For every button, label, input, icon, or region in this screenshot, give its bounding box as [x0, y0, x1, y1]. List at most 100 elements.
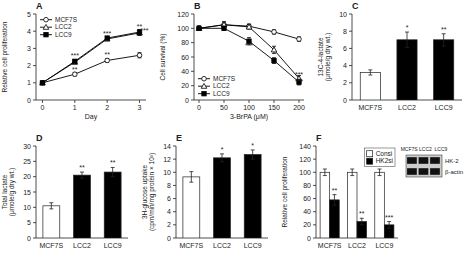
- x-tick: [249, 100, 250, 103]
- y-tick-label: 120: [177, 11, 189, 18]
- plot-area: [196, 22, 302, 85]
- bar: [360, 72, 380, 100]
- bar: [43, 206, 60, 238]
- y-axis-label: Relative cell proliferation: [1, 21, 9, 92]
- x-tick-label: 0: [41, 104, 45, 111]
- legend-marker: [202, 92, 206, 96]
- panel: BCell survival (%)0204060801001200501001…: [159, 1, 305, 121]
- data-point: [247, 24, 252, 29]
- data-line: [199, 25, 299, 79]
- y-tick-label: 2: [343, 79, 347, 86]
- y-tick: [33, 238, 36, 239]
- panel: DTotal lactate(μmole/g dry wt.)051015202…: [1, 133, 128, 249]
- y-axis-label-line: (μmole/g dry wt.): [8, 168, 16, 217]
- y-tick-label: 100: [299, 169, 311, 176]
- x-tick-label: 1: [73, 104, 77, 111]
- x-tick: [107, 100, 108, 103]
- annotation: *: [406, 24, 409, 31]
- blot-band: [430, 157, 440, 164]
- panel: FRelative cell proliferation020406080100…: [281, 133, 463, 249]
- error-bar: [442, 34, 446, 46]
- error-bar: [247, 24, 251, 28]
- y-tick-label: 3: [27, 45, 31, 52]
- blot-band: [407, 168, 417, 175]
- bar: [320, 172, 330, 238]
- error-bar: [251, 150, 255, 159]
- inset-row-label: HK-2: [445, 158, 459, 164]
- data-point: [272, 30, 277, 35]
- x-tick-label: LCC9: [375, 242, 393, 249]
- annotation: **: [72, 66, 78, 73]
- x-tick: [299, 100, 300, 103]
- inset-row-label: β-actin: [445, 169, 463, 175]
- x-axis-label: Day: [85, 113, 98, 121]
- y-tick: [313, 238, 316, 239]
- y-tick-label: 120: [299, 156, 311, 163]
- error-bar: [220, 154, 224, 162]
- data-point: [222, 26, 226, 30]
- x-tick-label: 150: [268, 104, 280, 111]
- y-tick: [33, 82, 36, 83]
- y-tick: [173, 238, 176, 239]
- y-tick: [33, 48, 36, 49]
- plot-area: [183, 150, 261, 238]
- y-tick-label: 6: [167, 195, 171, 202]
- y-axis-line: [176, 146, 177, 238]
- x-tick-label: LCC9: [244, 242, 262, 249]
- y-tick: [191, 14, 194, 15]
- y-tick-label: 5: [27, 219, 31, 226]
- y-tick-label: 5: [27, 11, 31, 18]
- y-tick-label: 4: [27, 28, 31, 35]
- y-tick-label: 100: [177, 25, 189, 32]
- y-axis-label: Cell survival (%): [159, 34, 167, 81]
- annotation: ***: [295, 71, 303, 78]
- legend-marker: [44, 17, 49, 22]
- y-tick: [33, 176, 36, 177]
- y-tick-label: 0: [27, 97, 31, 104]
- y-tick-label: 10: [23, 204, 31, 211]
- data-point: [197, 26, 202, 31]
- legend-label: LCC2: [213, 83, 230, 90]
- error-bar: [323, 169, 327, 176]
- annotation: **: [79, 164, 85, 171]
- x-tick-label: MCF7S: [358, 104, 382, 111]
- y-axis-line: [36, 14, 37, 100]
- y-tick-label: 140: [299, 143, 311, 150]
- annotation: *: [221, 146, 224, 153]
- bar: [183, 177, 200, 238]
- y-tick: [191, 71, 194, 72]
- error-bar: [368, 70, 372, 75]
- y-axis-label: 13C-4-lactate(μmole/g dry wt.): [317, 33, 332, 82]
- legend: MCF7SLCC2LCC9: [198, 75, 236, 97]
- y-tick-label: 6: [343, 45, 347, 52]
- x-tick-label: 50: [220, 104, 228, 111]
- legend-label: MCF7S: [213, 75, 236, 82]
- x-tick-label: MCF7S: [318, 242, 342, 249]
- y-tick-label: 15: [23, 189, 31, 196]
- error-bar: [387, 222, 391, 229]
- y-tick: [173, 159, 176, 160]
- y-tick-label: 4: [343, 62, 347, 69]
- x-tick: [274, 100, 275, 103]
- y-tick-label: 8: [167, 182, 171, 189]
- x-tick-label: 2: [105, 104, 109, 111]
- y-tick: [33, 192, 36, 193]
- y-tick: [313, 146, 316, 147]
- y-tick: [313, 224, 316, 225]
- bar: [434, 40, 454, 100]
- x-tick: [224, 100, 225, 103]
- error-bar: [332, 195, 336, 206]
- x-tick-label: LCC9: [435, 104, 453, 111]
- x-tick-label: 0: [197, 104, 201, 111]
- bar: [330, 200, 340, 238]
- y-tick: [173, 198, 176, 199]
- data-point: [272, 58, 276, 62]
- y-tick: [349, 31, 352, 32]
- error-bar: [80, 172, 84, 178]
- y-tick-label: 60: [303, 195, 311, 202]
- annotation: ***: [71, 52, 79, 59]
- y-tick-label: 40: [181, 68, 189, 75]
- y-tick-label: 1: [27, 79, 31, 86]
- data-point: [72, 59, 78, 64]
- annotation: *: [251, 142, 254, 149]
